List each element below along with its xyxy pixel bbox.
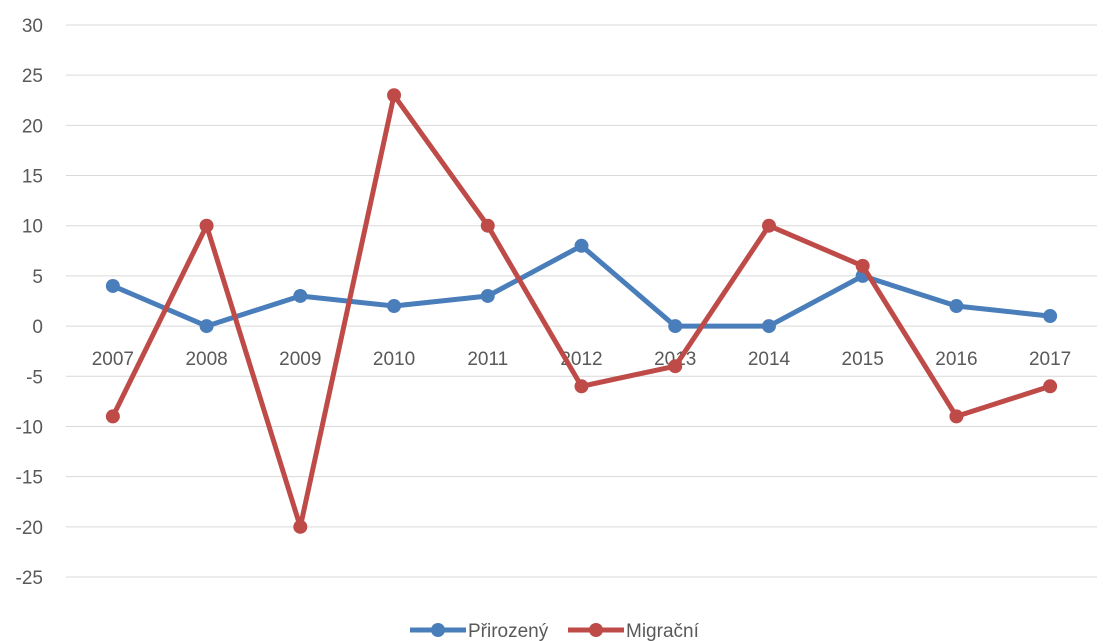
legend: Přirozený Migrační [410,621,700,641]
y-tick-label: 0 [32,317,43,338]
y-tick-label: -5 [26,367,43,388]
data-point [480,218,495,233]
y-tick-label: -15 [16,468,43,489]
series-line [110,243,1053,329]
legend-label: Přirozený [468,621,549,641]
x-tick-label: 2010 [373,349,415,370]
data-point [387,88,402,103]
series-1 [105,238,1058,334]
data-point [293,288,308,303]
data-point [668,319,683,334]
data-point [1043,379,1058,394]
data-point [761,218,776,233]
x-tick-label: 2009 [279,349,321,370]
data-point [574,238,589,253]
y-tick-label: -20 [16,518,43,539]
data-point [105,409,120,424]
series-layer [105,88,1058,534]
gridlines [66,24,1097,578]
data-point [949,409,964,424]
y-axis-ticks: 30 25 20 15 10 5 0 -5 -10 -15 -20 -25 [16,16,43,589]
legend-marker [589,623,603,637]
y-tick-label: 15 [22,167,43,188]
x-tick-label: 2015 [842,349,884,370]
y-tick-label: 5 [32,267,43,288]
x-tick-label: 2016 [935,349,977,370]
data-point [105,278,120,293]
data-point [199,218,214,233]
y-tick-label: -25 [16,568,43,589]
data-point [574,379,589,394]
legend-item: Přirozený [410,621,549,641]
data-point [761,319,776,334]
x-tick-label: 2014 [748,349,791,370]
legend-item: Migrační [568,621,700,641]
x-tick-label: 2017 [1029,349,1071,370]
y-tick-label: 10 [22,217,43,238]
data-point [480,288,495,303]
y-tick-label: 20 [22,116,43,137]
x-tick-label: 2008 [185,349,227,370]
data-point [293,519,308,534]
legend-label: Migrační [626,621,700,641]
data-point [855,258,870,273]
data-point [668,359,683,374]
data-point [387,299,402,314]
y-tick-label: 30 [22,16,43,37]
data-point [1043,309,1058,324]
x-tick-label: 2007 [92,349,134,370]
series-2 [105,88,1058,534]
data-point [949,299,964,314]
y-tick-label: -10 [16,417,43,438]
x-tick-label: 2011 [467,349,508,370]
data-point [199,319,214,334]
y-tick-label: 25 [22,66,43,87]
legend-marker [431,623,445,637]
